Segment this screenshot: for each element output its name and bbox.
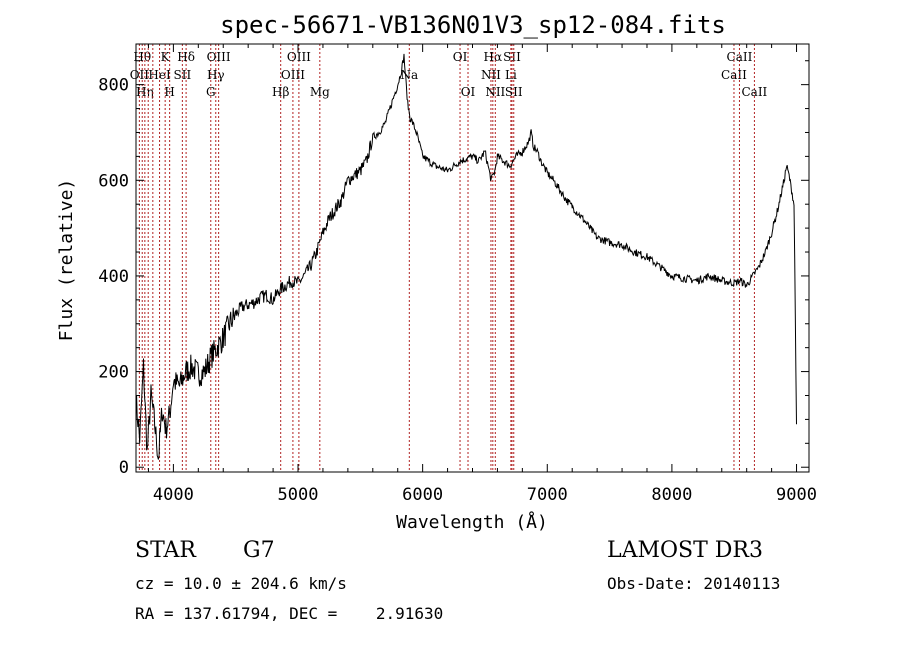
class-label: STAR xyxy=(135,538,196,563)
y-tick-label: 800 xyxy=(98,76,129,96)
line-label: OII xyxy=(130,68,150,82)
line-label: OIII xyxy=(207,50,231,64)
obs-date-text: Obs-Date: 20140113 xyxy=(607,574,781,593)
line-label: Hβ xyxy=(272,85,289,99)
line-label: SII xyxy=(505,85,523,99)
y-tick-label: 0 xyxy=(119,458,129,478)
line-label: HeI xyxy=(148,68,171,82)
y-tick-label: 600 xyxy=(98,171,129,191)
line-label: K xyxy=(161,50,171,64)
emission-line-markers: HθOIIHηHeIKHSIIHδGHγOIIIHβOIIIOIIIMgNaOI… xyxy=(130,44,768,472)
line-label: CaII xyxy=(741,85,767,99)
line-label: Hγ xyxy=(207,68,225,82)
line-label: OI xyxy=(461,85,476,99)
line-label: OIII xyxy=(287,50,311,64)
line-label: SII xyxy=(503,50,521,64)
y-axis-label: Flux (relative) xyxy=(56,179,77,342)
line-label: Li xyxy=(505,68,517,82)
spectrum-line xyxy=(135,53,797,460)
line-label: H xyxy=(164,85,174,99)
line-label: Hδ xyxy=(177,50,195,64)
x-tick-label: 9000 xyxy=(776,485,817,505)
survey-label: LAMOST DR3 xyxy=(607,538,763,563)
line-label: Na xyxy=(400,68,418,82)
line-label: OI xyxy=(453,50,468,64)
x-tick-label: 5000 xyxy=(278,485,319,505)
chart-title: spec-56671-VB136N01V3_sp12-084.fits xyxy=(220,11,726,39)
redshift-text: cz = 10.0 ± 204.6 km/s xyxy=(135,574,347,593)
y-tick-label: 200 xyxy=(98,363,129,383)
x-tick-label: 6000 xyxy=(402,485,443,505)
line-label: CaII xyxy=(721,68,747,82)
line-label: SII xyxy=(174,68,192,82)
line-label: NII xyxy=(481,68,501,82)
line-label: CaII xyxy=(727,50,753,64)
line-label: NII xyxy=(485,85,505,99)
x-tick-label: 4000 xyxy=(153,485,194,505)
plot-frame xyxy=(135,43,810,473)
y-tick-label: 400 xyxy=(98,267,129,287)
x-tick-label: 8000 xyxy=(651,485,692,505)
line-label: OIII xyxy=(281,68,305,82)
line-label: G xyxy=(206,85,216,99)
spectrum-series xyxy=(135,53,797,460)
line-label: Mg xyxy=(310,85,330,99)
x-tick-label: 7000 xyxy=(527,485,568,505)
x-axis-label: Wavelength (Å) xyxy=(396,511,548,533)
line-label: Hη xyxy=(136,85,154,99)
axis-ticks: 4000 5000 6000 7000 8000 9000 0 200 400 600 800 xyxy=(98,44,817,505)
coordinates-text: RA = 137.61794, DEC = 2.91630 xyxy=(135,604,444,623)
subclass-label: G7 xyxy=(243,538,275,563)
line-label: Hα xyxy=(484,50,503,64)
